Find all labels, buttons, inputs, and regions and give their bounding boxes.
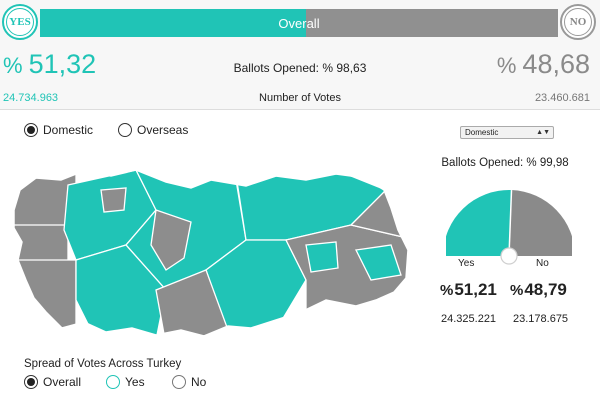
domestic-yes-percent-value: 51,21 (454, 280, 497, 299)
no-percent: % 48,68 (497, 49, 590, 81)
no-percent-sign: % (496, 53, 517, 78)
radio-domestic[interactable]: Domestic (24, 123, 93, 137)
domestic-no-percent-value: 48,79 (524, 280, 567, 299)
gauge-center-knob (500, 247, 518, 265)
result-gauge (446, 190, 572, 265)
radio-spread-overall[interactable]: Overall (24, 375, 81, 389)
number-of-votes-label: Number of Votes (259, 92, 341, 104)
map-outline (13, 169, 409, 337)
domestic-no-votes: 23.178.675 (513, 313, 569, 325)
gauge-no-arc (509, 190, 572, 256)
gauge-divider (508, 190, 513, 257)
domestic-no-percent: %48,79 (510, 280, 567, 300)
radio-unselected-icon (106, 375, 120, 389)
ballots-opened-domestic: Ballots Opened: % 99,98 (430, 157, 580, 169)
radio-overseas[interactable]: Overseas (118, 123, 188, 137)
radio-selected-icon (24, 375, 38, 389)
domestic-yes-percent: %51,21 (440, 280, 497, 300)
yes-badge-icon: YES (2, 4, 38, 40)
yes-percent-value: 51,32 (28, 49, 97, 79)
radio-spread-overall-label: Overall (43, 375, 82, 389)
no-vote-count: 23.460.681 (534, 92, 590, 104)
domestic-yes-percent-sign: % (440, 282, 454, 299)
ballots-opened-label: Ballots Opened: (233, 61, 319, 75)
radio-spread-no-label: No (191, 375, 207, 389)
no-percent-value: 48,68 (522, 49, 590, 79)
ballots-opened-overall: Ballots Opened: % 98,63 (0, 61, 600, 75)
map-region-no-inner-1 (100, 187, 127, 213)
yes-percent: % 51,32 (3, 49, 96, 81)
yes-percent-sign: % (3, 53, 23, 78)
radio-spread-yes-label: Yes (125, 375, 145, 389)
radio-overseas-label: Overseas (137, 123, 189, 137)
gauge-yes-label: Yes (458, 258, 475, 269)
radio-selected-icon (24, 123, 38, 137)
radio-spread-no[interactable]: No (172, 375, 206, 389)
gauge-yes-arc (446, 190, 512, 256)
no-badge-icon: NO (560, 4, 596, 40)
ballots-opened-value: % 99,98 (526, 157, 569, 169)
map-region-no-aegean (14, 259, 77, 336)
radio-unselected-icon (118, 123, 132, 137)
map-region-no-capital (150, 209, 192, 271)
region-select-value: Domestic (465, 128, 499, 137)
map-region-yes-east-pocket (355, 244, 402, 281)
results-header: YES Overall NO % 51,32 Ballots Opened: % … (0, 0, 600, 110)
radio-spread-yes[interactable]: Yes (106, 375, 145, 389)
overall-yes-fill (40, 9, 306, 37)
spread-title: Spread of Votes Across Turkey (24, 358, 182, 370)
radio-domestic-label: Domestic (43, 123, 94, 137)
domestic-no-percent-sign: % (510, 282, 524, 299)
ballots-opened-value: % 98,63 (322, 61, 367, 75)
map-region-yes-southcentral (75, 244, 167, 336)
map-region-no-southeast (285, 224, 408, 336)
ballots-opened-label: Ballots Opened: (441, 157, 524, 169)
gauge-no-label: No (536, 258, 549, 269)
overall-label: Overall (278, 15, 320, 31)
turkey-province-map (13, 169, 409, 337)
map-region-yes-inner-2 (305, 241, 339, 273)
radio-unselected-icon (172, 375, 186, 389)
yes-vote-count: 24.734.963 (3, 92, 59, 104)
select-arrows-icon: ▲▼ (536, 129, 550, 136)
domestic-yes-votes: 24.325.221 (441, 313, 497, 325)
overall-result-bar: Overall (40, 9, 558, 37)
region-select[interactable]: Domestic ▲▼ (460, 126, 554, 139)
